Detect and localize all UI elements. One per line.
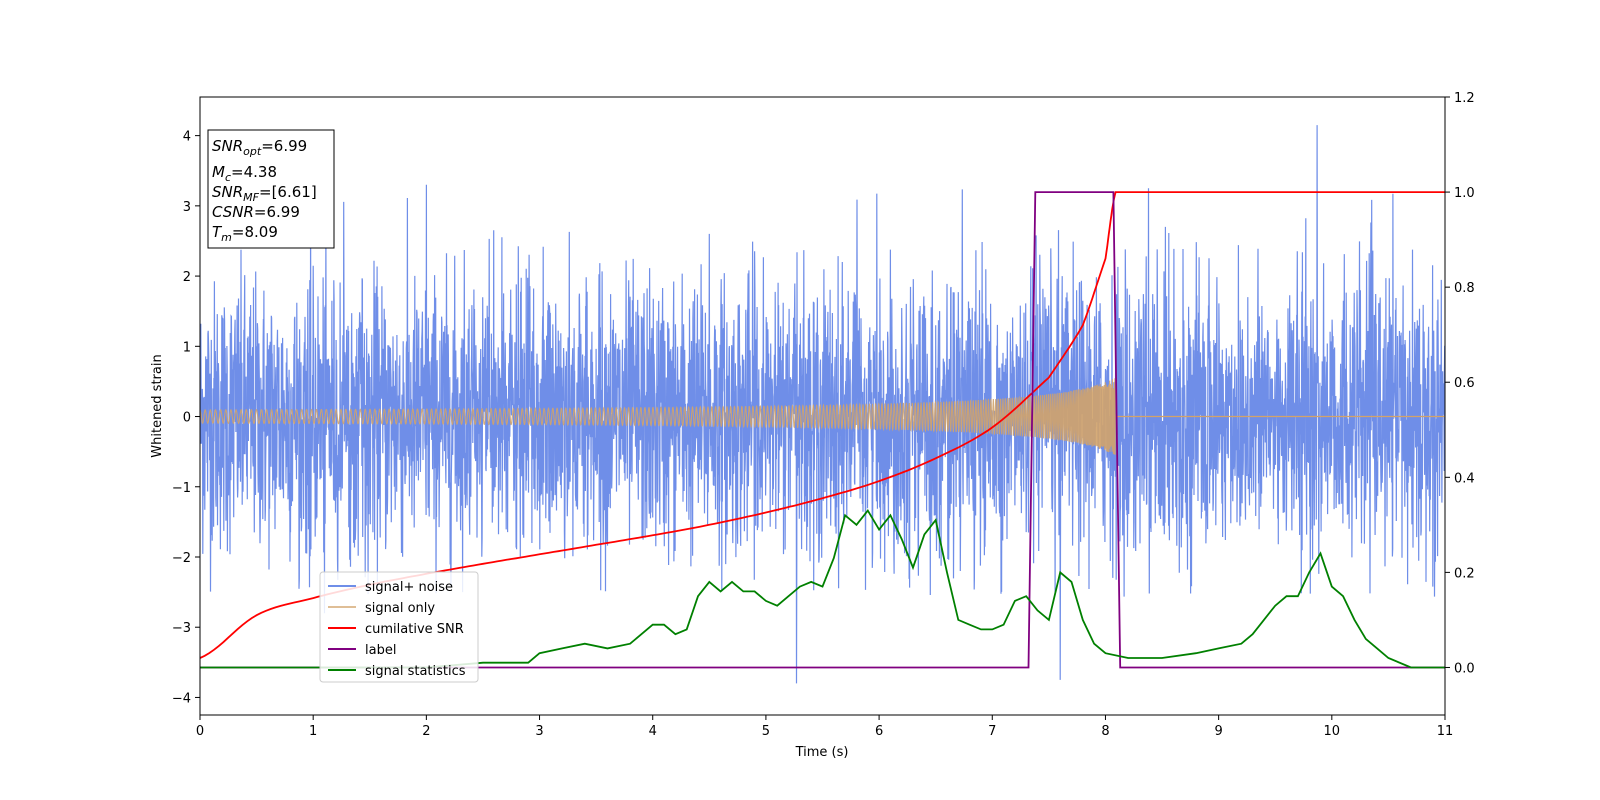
x-tick-label: 0 [196, 724, 204, 739]
y-tick-label: 4 [183, 130, 191, 145]
x-axis: 0 1 2 3 4 5 6 7 8 9 10 11 [196, 715, 1453, 739]
x-tick-label: 10 [1324, 724, 1341, 739]
y-tick-label: −4 [172, 691, 191, 706]
legend-entries: signal+ noise signal only cumilative SNR la… [328, 580, 466, 679]
annotation-line: SNRMF=[6.61] [212, 183, 317, 204]
y2-tick-label: 0.6 [1454, 376, 1475, 391]
x-tick-label: 2 [422, 724, 430, 739]
y-tick-label: 0 [183, 411, 191, 426]
annotation-value: =4.38 [231, 163, 277, 181]
x-tick-label: 5 [762, 724, 770, 739]
x-tick-label: 3 [535, 724, 543, 739]
y2-tick-label: 0.0 [1454, 661, 1475, 676]
y-tick-label: 3 [183, 200, 191, 215]
series-signal-statistics [200, 509, 1445, 669]
annotation-base: M [212, 163, 225, 181]
annotation-box: SNRopt=6.99Mc=4.38SNRMF=[6.61]CSNR=6.99T… [207, 129, 335, 249]
x-tick-label: 11 [1437, 724, 1454, 739]
annotation-base: SNR [212, 137, 243, 155]
x-tick-label: 4 [649, 724, 657, 739]
x-tick-label: 7 [988, 724, 996, 739]
y2-tick-label: 0.8 [1454, 281, 1475, 296]
y2-tick-label: 0.2 [1454, 566, 1475, 581]
annotation-sub: MF [243, 191, 259, 204]
annotation-line: Tm=8.09 [212, 223, 278, 244]
y-tick-label: −2 [172, 551, 191, 566]
annotation-base: T [212, 223, 223, 241]
x-tick-label: 6 [875, 724, 883, 739]
annotation-frame [207, 129, 335, 249]
legend-frame [319, 571, 479, 683]
annotation-base: SNR [212, 183, 243, 201]
x-tick-label: 8 [1101, 724, 1109, 739]
y-axis-right: 0.0 0.2 0.4 0.6 0.8 1.0 1.2 [1445, 91, 1475, 676]
series-label [200, 191, 1445, 669]
annotation-line: Mc=4.38 [212, 163, 277, 184]
annotation-value: =8.09 [232, 223, 278, 241]
x-axis-label: Time (s) [795, 745, 849, 760]
y-tick-label: 1 [183, 340, 191, 355]
legend-label: label [365, 643, 396, 658]
y-tick-label: −3 [172, 621, 191, 636]
annotation-line: SNRopt=6.99 [212, 137, 307, 158]
annotation-base: CSNR [212, 203, 254, 221]
annotation-line: CSNR=6.99 [212, 203, 300, 221]
legend-label: cumilative SNR [365, 622, 464, 637]
y2-tick-label: 1.2 [1454, 91, 1475, 106]
y2-tick-label: 1.0 [1454, 186, 1475, 201]
x-tick-label: 9 [1214, 724, 1222, 739]
annotation-sub: c [225, 171, 231, 184]
legend: signal+ noise signal only cumilative SNR la… [319, 571, 479, 683]
legend-label: signal only [365, 601, 435, 616]
annotation-sub: opt [243, 145, 262, 158]
plot-frame [199, 96, 1446, 716]
legend-label: signal+ noise [365, 580, 453, 595]
y-tick-label: 2 [183, 270, 191, 285]
annotation-lines: SNRopt=6.99Mc=4.38SNRMF=[6.61]CSNR=6.99T… [212, 137, 317, 244]
annotation-value: =6.99 [254, 203, 300, 221]
series-signal-only [200, 378, 1116, 455]
y-tick-label: −1 [172, 481, 191, 496]
annotation-value: =[6.61] [259, 183, 317, 201]
x-tick-label: 1 [309, 724, 317, 739]
legend-label: signal statistics [365, 664, 466, 679]
y2-tick-label: 0.4 [1454, 471, 1475, 486]
annotation-value: =6.99 [261, 137, 307, 155]
annotation-sub: m [221, 231, 232, 244]
y-axis-left: −4 −3 −2 −1 0 1 2 3 4 [172, 130, 200, 706]
y-axis-label: Whitened strain [150, 354, 165, 457]
